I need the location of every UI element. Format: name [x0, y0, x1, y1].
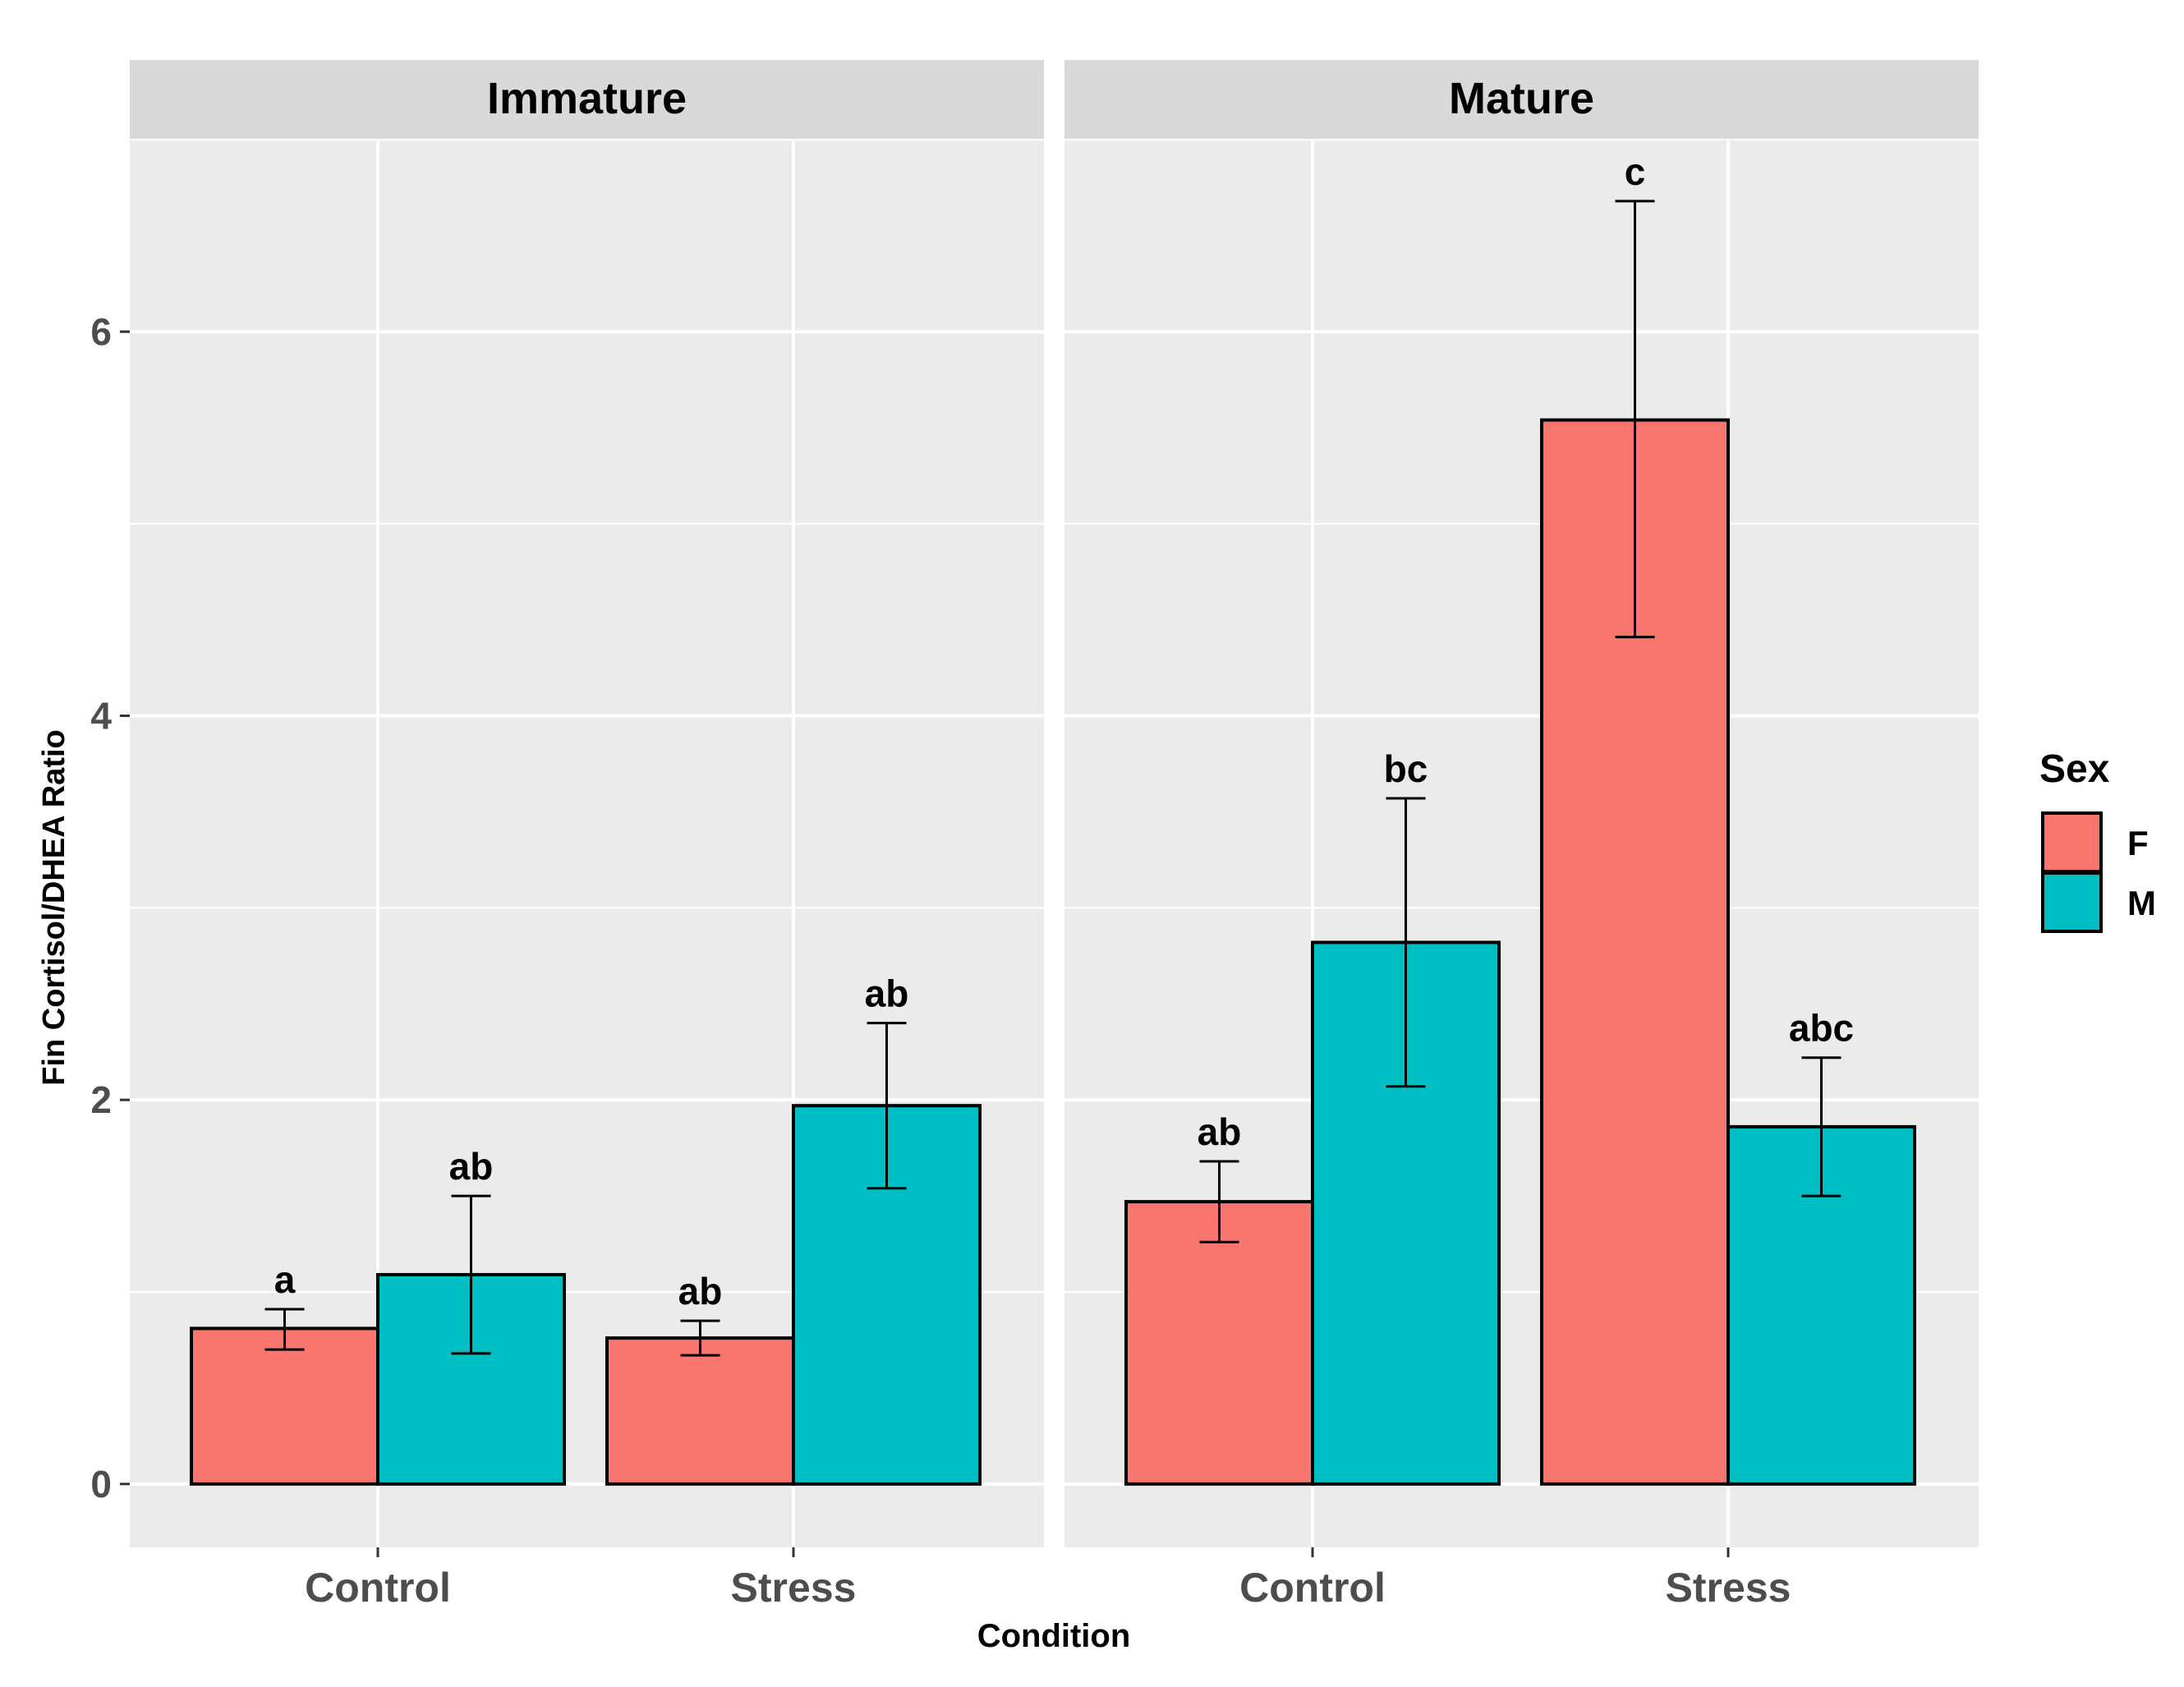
panel-title: Immature [487, 74, 687, 123]
legend-title: Sex [2039, 747, 2110, 791]
significance-label: ab [1198, 1110, 1242, 1153]
y-axis-title: Fin Cortisol/DHEA Ratio [37, 729, 71, 1085]
significance-label: ab [865, 972, 909, 1015]
significance-label: ab [678, 1270, 723, 1312]
panel-title: Mature [1449, 74, 1594, 123]
significance-label: c [1625, 150, 1646, 193]
bar-immature-control-f [190, 1326, 379, 1486]
legend-label-m: M [2127, 884, 2156, 922]
facet-panels: Immature a ab ab ab Control Stress Mature ab bc c a… [130, 60, 1979, 1611]
x-tick-label: Stress [1666, 1565, 1791, 1611]
legend-key-m [2041, 871, 2103, 933]
significance-label: bc [1384, 747, 1428, 790]
legend-key-f [2041, 811, 2103, 873]
significance-label: ab [449, 1145, 494, 1188]
legend: Sex FM [2039, 747, 2156, 933]
x-tick-label: Stress [731, 1565, 857, 1611]
y-axis: 0 2 4 6 [90, 310, 130, 1505]
panel-strip [130, 60, 1044, 140]
x-axis-title: Condition [977, 1618, 1131, 1654]
significance-label: a [274, 1258, 296, 1301]
y-tick-label: 6 [90, 310, 112, 353]
panel-1: Mature ab bc c abc Control Stress [1064, 60, 1979, 1611]
significance-label: abc [1789, 1007, 1854, 1050]
y-tick-label: 0 [90, 1463, 112, 1505]
bar-mature-control-f [1124, 1200, 1314, 1486]
bar-immature-stress-f [605, 1336, 795, 1486]
x-tick-label: Control [1239, 1565, 1386, 1611]
x-tick-label: Control [305, 1565, 451, 1611]
panel-0: Immature a ab ab ab Control Stress [130, 60, 1044, 1611]
legend-label-f: F [2127, 824, 2149, 862]
y-tick-label: 4 [90, 695, 112, 738]
panel-strip [1064, 60, 1979, 140]
y-tick-label: 2 [90, 1078, 112, 1121]
